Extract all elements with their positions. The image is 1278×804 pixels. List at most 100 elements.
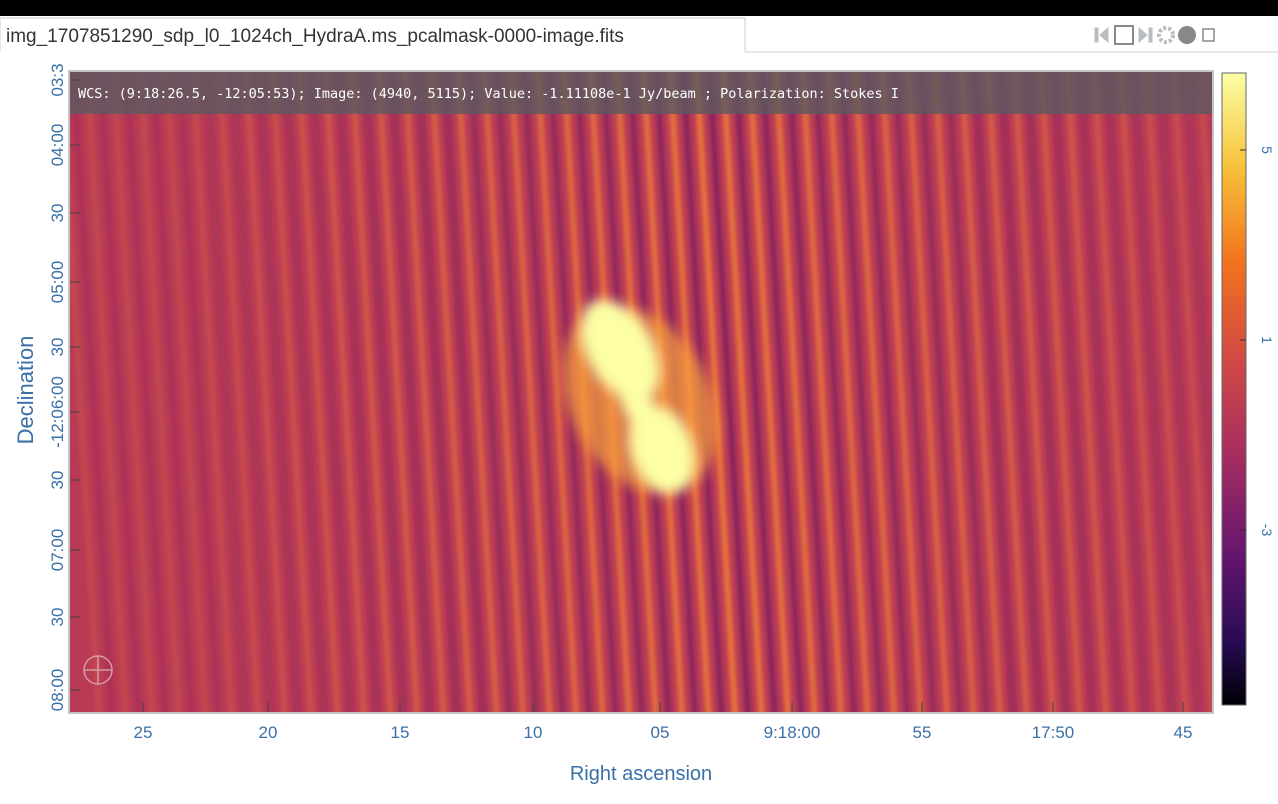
fringe-bright (826, 72, 871, 712)
toolbar (1094, 25, 1215, 45)
fringe-bright (799, 72, 844, 712)
x-tick-label: 55 (913, 723, 932, 742)
fringe-bright (455, 72, 500, 712)
y-tick-label: 30 (48, 608, 67, 627)
fringe-bright (481, 72, 526, 712)
maximize-icon[interactable] (1202, 28, 1215, 42)
fringe-bright (375, 72, 420, 712)
fringe-bright (508, 72, 553, 712)
colorbar (1221, 72, 1247, 706)
fringe-dark (866, 72, 910, 712)
fringe-dark (468, 72, 512, 712)
fringe-bright (110, 72, 155, 712)
fringe-bright (1091, 72, 1136, 712)
colorbar-tick-label: 1 (1259, 336, 1275, 344)
fringe-dark (786, 72, 830, 712)
fringe-dark (124, 72, 168, 712)
fringe-bright (163, 72, 208, 712)
y-tick-label: 05:00 (48, 261, 67, 304)
fringe-dark (945, 72, 989, 712)
x-tick-label: 10 (524, 723, 543, 742)
fringe-dark (1157, 72, 1201, 712)
fringe-dark (839, 72, 883, 712)
next-arrow[interactable] (1138, 26, 1148, 44)
fringe-bright (1144, 72, 1189, 712)
prev-arrow[interactable] (1099, 26, 1109, 44)
fringe-dark (707, 72, 751, 712)
fringe-dark (177, 72, 221, 712)
fringes (70, 72, 1212, 712)
fringe-bright (693, 72, 738, 712)
fringe-bright (428, 72, 473, 712)
next-icon[interactable] (1148, 27, 1153, 43)
fringe-dark (336, 72, 380, 712)
fringe-bright (349, 72, 394, 712)
x-tick-label: 45 (1174, 723, 1193, 742)
fringe-bright (1038, 72, 1083, 712)
x-tick-label: 05 (651, 723, 670, 742)
fringe-bright (534, 72, 579, 712)
tab-title[interactable]: img_1707851290_sdp_l0_1024ch_HydraA.ms_p… (6, 26, 624, 47)
prev-icon[interactable] (1094, 27, 1099, 43)
y-tick-label: -12:06:00 (48, 376, 67, 448)
y-axis-label: Declination (13, 336, 38, 445)
fringe-dark (71, 72, 115, 712)
fringe-dark (521, 72, 565, 712)
y-tick-label: 30 (48, 338, 67, 357)
fringe-dark (1131, 72, 1175, 712)
fringe-bright (70, 177, 102, 712)
fringe-bright (190, 72, 235, 712)
settings-icon[interactable] (1157, 26, 1175, 44)
tab[interactable] (0, 17, 746, 52)
y-tick-label: 07:00 (48, 529, 67, 572)
beam (83, 655, 113, 685)
fringe-dark (892, 72, 936, 712)
fringe-dark (998, 72, 1042, 712)
fringe-bright (720, 72, 765, 712)
fringe-bright (269, 72, 314, 712)
x-tick-label: 15 (391, 723, 410, 742)
cursor-info: WCS: (9:18:26.5, -12:05:53); Image: (494… (78, 86, 899, 102)
fringe-dark (256, 72, 300, 712)
source (562, 299, 718, 495)
fringe-dark (97, 72, 141, 712)
fringe-dark (1184, 72, 1212, 538)
fringe-bright (216, 72, 261, 712)
x-tick-label: 25 (134, 723, 153, 742)
colorbar-tick-label: -3 (1259, 524, 1275, 537)
x-tick-label: 9:18:00 (764, 723, 821, 742)
fringe-bright (1117, 72, 1162, 712)
help-icon[interactable] (1178, 26, 1196, 44)
fringe-dark (309, 72, 353, 712)
image: WCS: (9:18:26.5, -12:05:53); Image: (494… (70, 72, 1212, 712)
fringe-dark (150, 72, 194, 712)
fringe-dark (1104, 72, 1148, 712)
fringe-bright (958, 72, 1003, 712)
fringe-bright (296, 72, 341, 712)
fringe-bright (84, 72, 129, 712)
fringe-dark (442, 72, 486, 712)
fringe-dark (919, 72, 963, 712)
y-tick-label: 30 (48, 204, 67, 223)
y-tick-label: 30 (48, 471, 67, 490)
fringe-bright (1011, 72, 1056, 712)
fringe-bright (1170, 72, 1212, 712)
fringe-bright (985, 72, 1030, 712)
fringe-dark (415, 72, 459, 712)
x-tick-label: 20 (259, 723, 278, 742)
fringe-dark (760, 72, 804, 712)
fringe-bright (243, 72, 288, 712)
fringe-bright (746, 72, 791, 712)
colorbar-tick-label: 5 (1259, 146, 1275, 154)
y-tick-label: 03:3 (48, 63, 67, 96)
layout-icon[interactable] (1114, 25, 1134, 45)
fringe-dark (283, 72, 327, 712)
fringe-dark (1078, 72, 1122, 712)
fringe-dark (1025, 72, 1069, 712)
fringe-bright (879, 72, 924, 712)
fringe-dark (495, 72, 539, 712)
fringe-bright (905, 72, 950, 712)
fringe-bright (1064, 72, 1109, 712)
